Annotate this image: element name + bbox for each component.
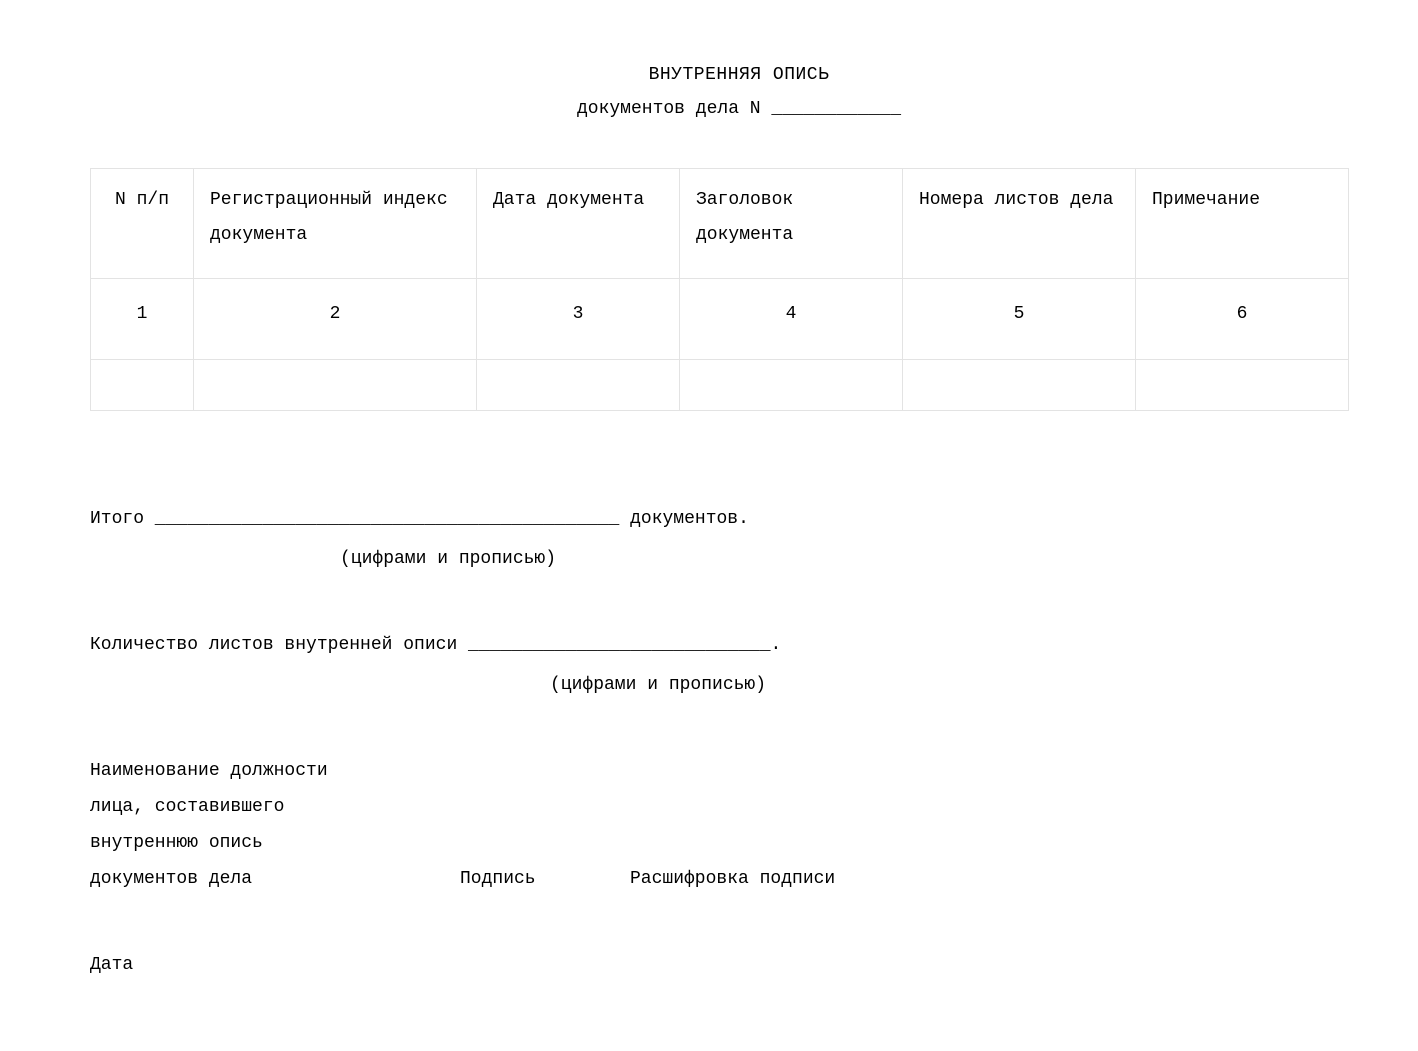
col-number: 5 <box>903 278 1136 359</box>
position-line: лица, составившего <box>90 789 460 825</box>
table-number-row: 1 2 3 4 5 6 <box>91 278 1349 359</box>
col-header: Регистрационный индекс документа <box>194 169 477 278</box>
table-header-row: N п/п Регистрационный индекс документа Д… <box>91 169 1349 278</box>
document-page: ВНУТРЕННЯЯ ОПИСЬ документов дела N _____… <box>0 0 1418 983</box>
empty-cell <box>903 359 1136 410</box>
signature-row: Наименование должности лица, составившег… <box>90 753 1328 897</box>
col-header: Заголовок документа <box>680 169 903 278</box>
sheet-count-line: Количество листов внутренней описи _____… <box>90 627 1328 663</box>
date-label: Дата <box>90 947 1328 983</box>
decipher-label: Расшифровка подписи <box>630 861 835 897</box>
document-header: ВНУТРЕННЯЯ ОПИСЬ документов дела N _____… <box>90 58 1328 126</box>
position-line: внутреннюю опись <box>90 825 460 861</box>
empty-cell <box>91 359 194 410</box>
document-title: ВНУТРЕННЯЯ ОПИСЬ <box>150 58 1328 92</box>
col-header: Номера листов дела <box>903 169 1136 278</box>
col-header: Примечание <box>1136 169 1349 278</box>
empty-cell <box>1136 359 1349 410</box>
empty-cell <box>680 359 903 410</box>
empty-cell <box>477 359 680 410</box>
table-empty-row <box>91 359 1349 410</box>
col-header: Дата документа <box>477 169 680 278</box>
col-number: 6 <box>1136 278 1349 359</box>
total-documents-hint: (цифрами и прописью) <box>90 541 1328 577</box>
position-block: Наименование должности лица, составившег… <box>90 753 460 897</box>
totals-section: Итого __________________________________… <box>90 501 1328 983</box>
col-number: 3 <box>477 278 680 359</box>
col-number: 2 <box>194 278 477 359</box>
col-number: 1 <box>91 278 194 359</box>
inventory-table: N п/п Регистрационный индекс документа Д… <box>90 168 1349 411</box>
sheet-count-hint: (цифрами и прописью) <box>90 667 1328 703</box>
total-documents-line: Итого __________________________________… <box>90 501 1328 537</box>
position-line: документов дела <box>90 861 460 897</box>
empty-cell <box>194 359 477 410</box>
col-number: 4 <box>680 278 903 359</box>
col-header: N п/п <box>91 169 194 278</box>
document-subtitle: документов дела N ____________ <box>150 92 1328 126</box>
position-line: Наименование должности <box>90 753 460 789</box>
signature-label: Подпись <box>460 861 630 897</box>
